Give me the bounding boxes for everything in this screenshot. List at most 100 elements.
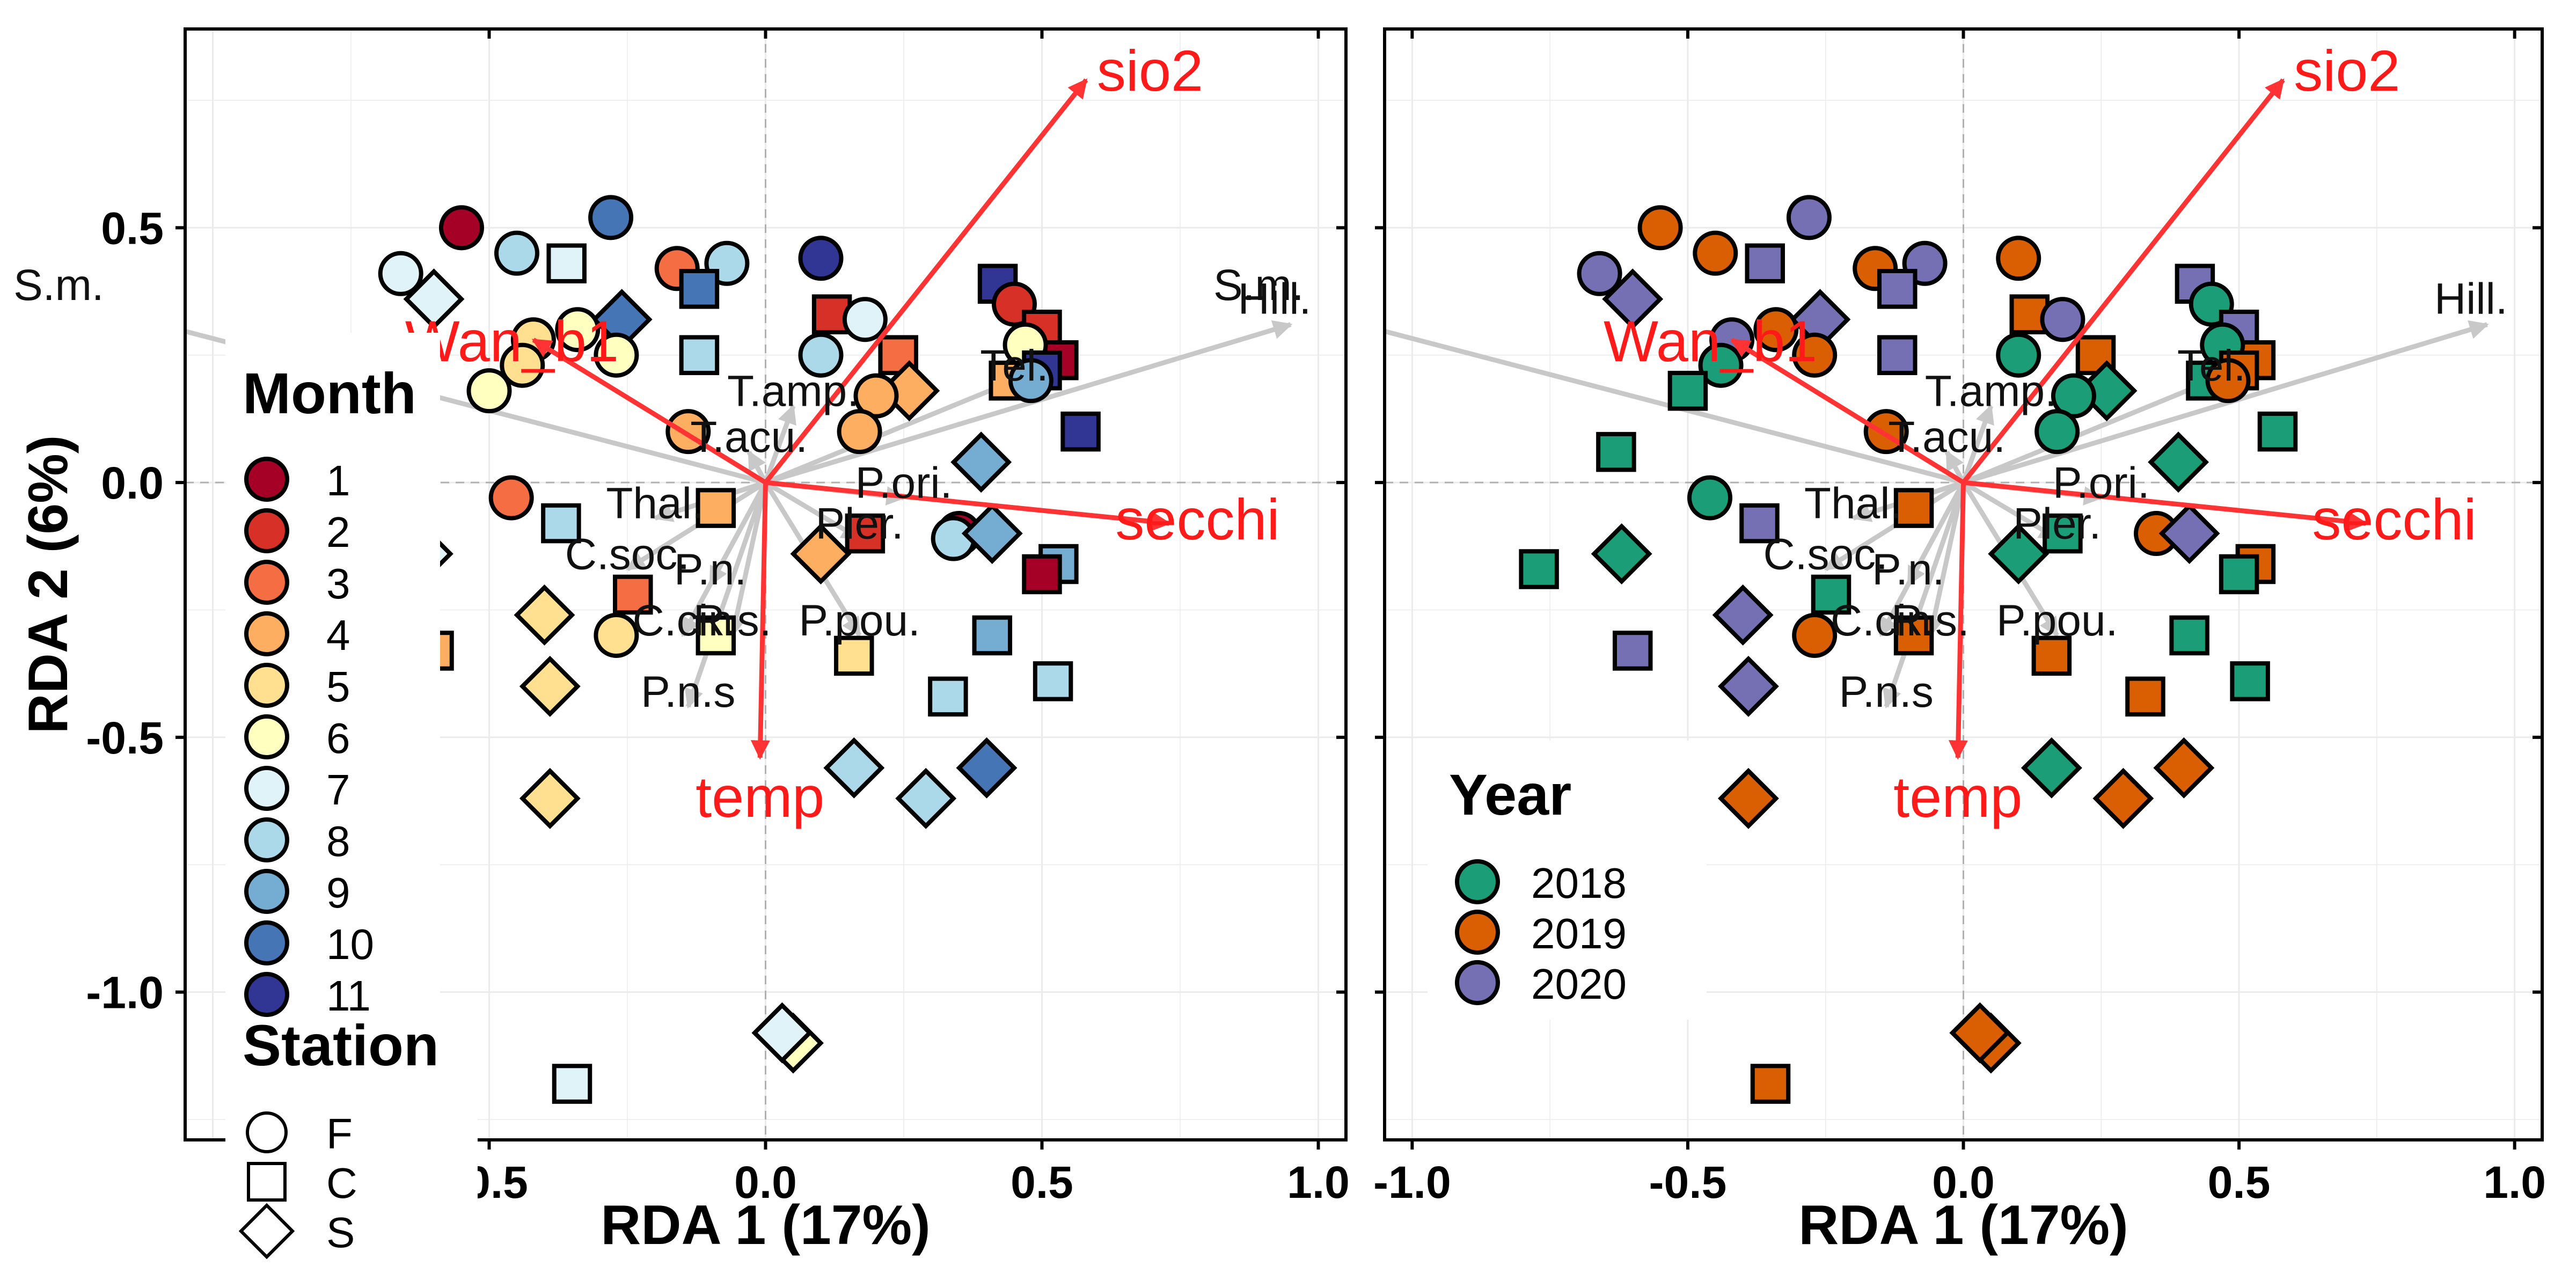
species-arrow <box>1962 378 2214 485</box>
species-label: T.amp. <box>727 367 859 416</box>
species-arrow <box>1963 320 2489 485</box>
sample-point <box>1577 251 1622 296</box>
species-label: P.pou. <box>1996 596 2118 645</box>
month-legend-key <box>244 611 289 656</box>
sample-point <box>555 307 601 353</box>
sample-point <box>961 503 1023 565</box>
month-legend-label: 2 <box>326 508 350 556</box>
env-label: sio2 <box>2294 38 2400 103</box>
env-arrow <box>531 338 767 485</box>
sample-point <box>2169 615 2209 656</box>
sample-point <box>1717 767 1779 829</box>
sample-point <box>403 268 465 330</box>
sample-point <box>853 373 899 419</box>
month-legend-label: 6 <box>326 714 350 762</box>
sample-point <box>494 230 539 276</box>
sample-point <box>1739 503 1780 544</box>
sample-point <box>514 584 575 646</box>
month-legend-key <box>244 817 289 862</box>
env-label: Wan_b1 <box>1604 309 1817 374</box>
sample-point <box>1893 615 1934 656</box>
month-legend-key <box>244 920 289 965</box>
station-legend-label: F <box>326 1110 353 1158</box>
env-label: secchi <box>1115 487 1279 552</box>
month-legend-key <box>244 766 289 811</box>
sample-point <box>1612 631 1653 671</box>
species-label: Hill. <box>1238 275 1312 324</box>
month-legend-label: 1 <box>326 457 350 504</box>
sample-point <box>790 523 852 584</box>
month-legend-label: 7 <box>326 766 350 814</box>
month-legend-key <box>244 560 289 605</box>
species-label: Thal. <box>606 479 704 528</box>
species-arrow <box>1961 404 1994 484</box>
sample-point <box>845 513 885 554</box>
station-legend-key-diamond <box>238 1203 295 1260</box>
x-tick-label: 0.5 <box>2208 1157 2271 1208</box>
sample-point <box>2230 661 2270 701</box>
species-label: Pler. <box>816 500 904 548</box>
sample-point <box>546 243 587 284</box>
month-legend-label: 9 <box>326 869 350 917</box>
species-arrow <box>1883 481 1966 709</box>
species-label: T.acu. <box>1888 413 2006 462</box>
year-panel: S.m. Hill.T.amp.Tel.T.acu.P.ori.Thal. Pler… <box>1213 27 2546 1256</box>
sample-point <box>613 574 653 615</box>
sample-point <box>895 767 957 829</box>
species-label: C.cin <box>1831 596 1931 645</box>
sample-point <box>2035 409 2080 455</box>
species-label: Pler. <box>2013 500 2101 548</box>
species-label: P.n. <box>674 545 747 594</box>
sample-point <box>594 332 639 378</box>
sample-point <box>823 737 885 799</box>
sample-point <box>950 431 1012 493</box>
y-tick-label: -0.5 <box>86 713 164 763</box>
year-legend-key <box>1455 910 1500 955</box>
month-legend-label: 3 <box>326 560 350 608</box>
env-arrow <box>1963 480 2368 531</box>
sample-point <box>2031 635 2072 676</box>
sample-point <box>2257 411 2298 452</box>
x-tick-label: 1.0 <box>2483 1157 2546 1208</box>
sample-point <box>679 269 720 309</box>
sample-point <box>1591 523 1652 584</box>
year-legend-label: 2018 <box>1531 859 1627 907</box>
sample-point <box>1596 431 1636 472</box>
sample-point <box>1949 1002 2011 1064</box>
sample-point <box>1602 268 1664 330</box>
sample-point <box>519 767 581 829</box>
station-legend-key-circle <box>246 1111 288 1153</box>
sample-point <box>1033 661 1073 701</box>
species-arrow <box>764 480 861 541</box>
species-label: R.s. <box>693 596 772 645</box>
y-tick-label: 0.0 <box>101 458 164 508</box>
sample-point <box>2153 737 2215 799</box>
sample-point <box>2158 503 2220 565</box>
sample-point <box>439 205 484 251</box>
sample-point <box>2219 554 2259 595</box>
sample-point <box>1786 195 1832 240</box>
sample-point <box>466 368 512 414</box>
species-label: P.ori. <box>855 459 953 508</box>
sample-point <box>1667 370 1708 411</box>
year-legend-title: Year <box>1449 762 1571 827</box>
month-legend-key <box>244 508 289 553</box>
species-arrow <box>764 378 1016 485</box>
year-legend-key <box>1455 859 1500 904</box>
env-arrow <box>1730 338 1965 485</box>
env-label: Wan_b1 <box>405 309 619 374</box>
sample-point <box>1792 612 1838 658</box>
species-arrow <box>763 404 796 484</box>
sample-point <box>1996 236 2041 281</box>
env-label: secchi <box>2312 487 2476 552</box>
y-tick-label: -1.0 <box>86 968 164 1018</box>
species-label: Thal. <box>1804 479 1902 528</box>
env-arrow <box>763 78 1088 484</box>
sample-point <box>378 251 423 296</box>
sample-point <box>1753 307 1799 353</box>
species-label: T.acu. <box>690 413 808 462</box>
env-arrow <box>765 480 1171 531</box>
